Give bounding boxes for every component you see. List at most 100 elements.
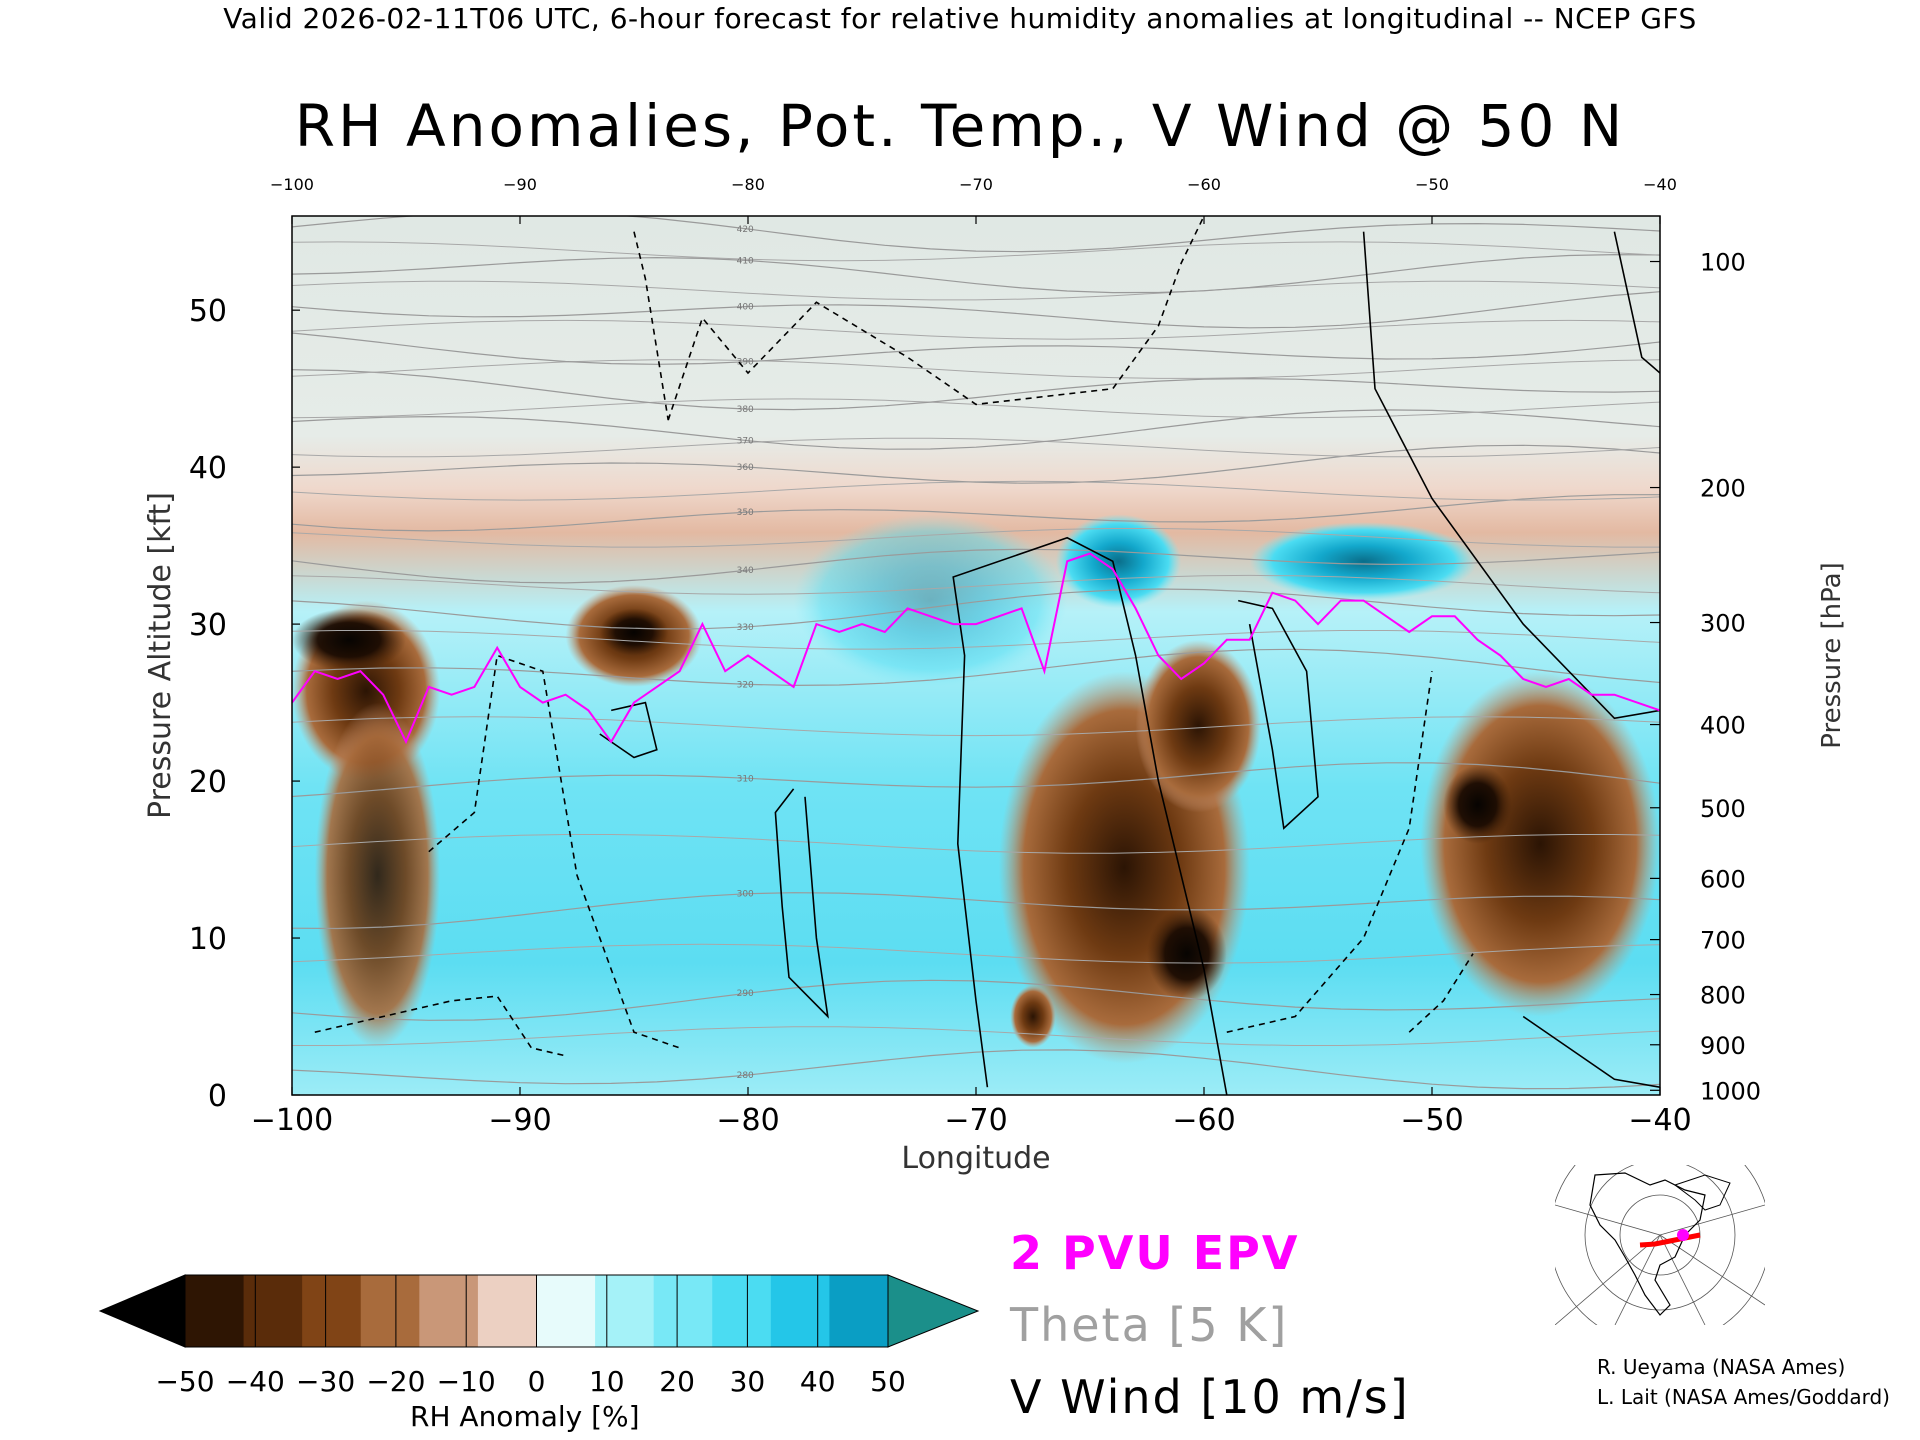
theta-contour-label: 350 (737, 508, 754, 518)
v-wind-contour (1238, 599, 1319, 830)
theta-contour (292, 241, 1660, 262)
colorbar-swatch (536, 1275, 596, 1347)
colorbar-swatch (185, 1275, 245, 1347)
theta-contour-label: 420 (737, 225, 754, 235)
v-wind-contour (667, 216, 1205, 421)
theta-contour (292, 409, 1660, 450)
legend-epv: 2 PVU EPV (1010, 1226, 1300, 1280)
rh-anomaly-patch (599, 608, 669, 656)
colorbar-swatch (770, 1275, 830, 1347)
plot-area: 280 290 300 310 320 330 340 350 360 370 380 390 400 4… (292, 216, 1660, 1095)
rh-anomaly-patch (1443, 765, 1512, 844)
theta-contour (292, 528, 1660, 548)
theta-contour-label: 320 (737, 680, 754, 690)
theta-contour-label: 310 (737, 774, 754, 784)
x-top-tick-label: −90 (503, 175, 537, 194)
colorbar-swatch (360, 1275, 420, 1347)
rh-anomaly-patch (1055, 514, 1182, 609)
theta-contour (292, 716, 1660, 737)
theta-contour (292, 648, 1660, 687)
theta-contour (292, 574, 1660, 595)
theta-contour (292, 280, 1660, 301)
x-top-tick-label: −80 (731, 175, 765, 194)
credit-line-1: R. Ueyama (NASA Ames) (1597, 1355, 1846, 1379)
pressure-tick-label: 500 (1700, 795, 1746, 823)
rh-anomaly-patch (1010, 985, 1056, 1048)
y2-axis-label: Pressure [hPa] (1817, 562, 1847, 749)
colorbar-tick-label: −20 (366, 1365, 425, 1398)
theta-contour-label: 370 (737, 437, 754, 447)
theta-contour (292, 319, 1660, 340)
rh-anomaly-patch (1147, 906, 1227, 1001)
x-tick-label: −50 (1400, 1103, 1463, 1138)
colorbar-swatch (829, 1275, 889, 1347)
theta-contour (292, 253, 1660, 294)
colorbar: −50 −40 −30 −20 −10 0 10 20 30 40 50 (98, 1274, 980, 1398)
colorbar-high-arrow (887, 1274, 980, 1348)
theta-contour-label: 400 (737, 303, 754, 313)
v-wind-contour (774, 788, 829, 1019)
v-wind-contour (428, 654, 680, 1049)
legend-vwind: V Wind [10 m/s] (1010, 1370, 1410, 1424)
pressure-tick-label: 100 (1700, 249, 1746, 277)
v-wind-contour (633, 231, 669, 421)
pressure-tick-label: 200 (1700, 475, 1746, 503)
x-tick-label: −60 (1172, 1103, 1235, 1138)
colorbar-tick-label: 20 (659, 1365, 695, 1398)
rh-anomaly-patch (314, 702, 441, 1048)
pressure-tick-label: 900 (1700, 1032, 1746, 1060)
x-axis-label: Longitude (901, 1141, 1050, 1176)
x-top-tick-label: −70 (959, 175, 993, 194)
rh-anomaly-field (292, 514, 1660, 1064)
colorbar-swatch (302, 1275, 362, 1347)
x-tick-label: −100 (251, 1103, 333, 1138)
axes: −100 −100 −90 −90 −80 −80 −70 −70 −60 −60 −50 −50 −4… (143, 175, 1847, 1176)
theta-contour (292, 359, 1660, 379)
theta-contour-label: 340 (737, 566, 754, 576)
colorbar-label: RH Anomaly [%] (410, 1400, 640, 1433)
x-tick-label: −70 (944, 1103, 1007, 1138)
theta-contour-label: 380 (737, 405, 754, 415)
theta-contour (292, 1026, 1660, 1046)
v-wind-contour (599, 701, 658, 759)
credit-line-2: L. Lait (NASA Ames/Goddard) (1597, 1385, 1890, 1409)
legend-theta: Theta [5 K] (1010, 1298, 1289, 1352)
theta-contour (292, 291, 1660, 329)
theta-contour (292, 834, 1660, 854)
x-top-tick-label: −40 (1643, 175, 1677, 194)
theta-contour (292, 892, 1660, 930)
v-wind-contour (314, 995, 566, 1057)
y-tick-label: 50 (189, 294, 227, 329)
theta-contour (292, 1049, 1660, 1090)
x-top-tick-label: −50 (1415, 175, 1449, 194)
theta-contour (292, 444, 1660, 484)
theta-contour-label: 290 (737, 989, 754, 999)
v-wind-contour (1613, 231, 1660, 374)
x-tick-label: −40 (1628, 1103, 1691, 1138)
rh-anomaly-patch (793, 514, 1068, 687)
y-tick-label: 40 (189, 451, 227, 486)
pressure-tick-label: 700 (1700, 927, 1746, 955)
pressure-tick-label: 300 (1700, 610, 1746, 638)
colorbar-swatch (419, 1275, 479, 1347)
theta-contour (292, 762, 1660, 798)
colorbar-low-arrow (98, 1274, 186, 1348)
v-wind-contour (1408, 953, 1474, 1033)
colorbar-swatch (653, 1275, 713, 1347)
colorbar-tick-label: 40 (800, 1365, 836, 1398)
y-tick-label: 10 (189, 922, 227, 957)
v-wind-contour (1522, 1015, 1660, 1088)
theta-contour (292, 494, 1660, 532)
colorbar-tick-label: 0 (528, 1365, 546, 1398)
colorbar-tick-label: −10 (437, 1365, 496, 1398)
theta-contour-label: 300 (737, 890, 754, 900)
rh-anomaly-patch (1249, 522, 1478, 601)
x-top-tick-label: −100 (270, 175, 314, 194)
theta-contour-label: 280 (737, 1071, 754, 1081)
colorbar-swatch (595, 1275, 655, 1347)
colorbar-tick-label: −40 (226, 1365, 285, 1398)
theta-contour (292, 548, 1660, 584)
v-wind-contour (1362, 231, 1660, 720)
pressure-tick-label: 800 (1700, 982, 1746, 1010)
x-top-tick-label: −60 (1187, 175, 1221, 194)
